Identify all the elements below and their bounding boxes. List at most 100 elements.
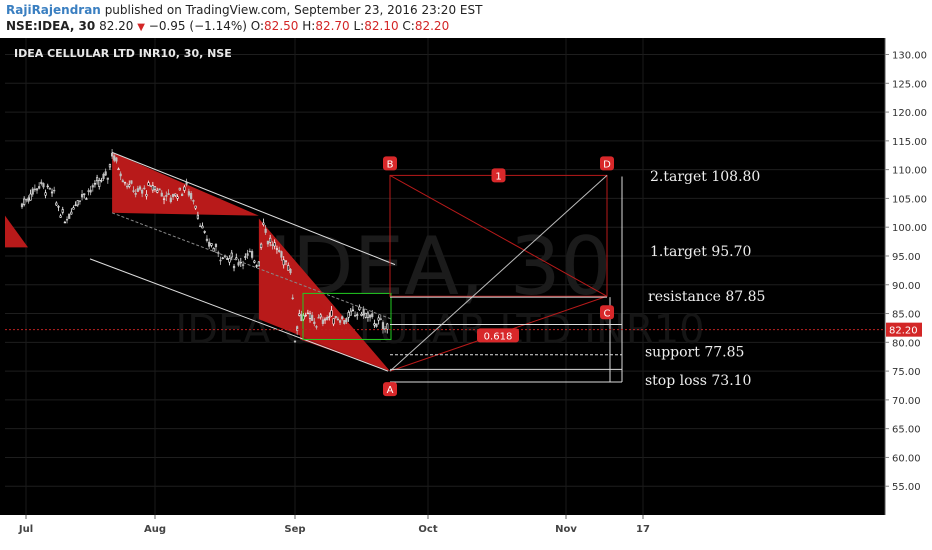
candle-body xyxy=(368,314,372,318)
candle-body xyxy=(326,316,329,321)
candle-body xyxy=(153,186,157,190)
candle-body xyxy=(55,202,58,206)
y-tick-label: 130.00 xyxy=(892,51,927,62)
candle-body xyxy=(214,243,218,248)
candle-body xyxy=(235,257,238,260)
point-a-bg xyxy=(383,382,397,397)
candle-body xyxy=(336,318,340,321)
y-tick-label: 100.00 xyxy=(892,223,927,234)
x-axis-panel xyxy=(0,515,932,550)
candle-body xyxy=(232,266,236,269)
x-tick-label: Jul xyxy=(18,524,33,535)
candle-body xyxy=(358,306,361,311)
candle-body xyxy=(298,313,301,316)
candle-body xyxy=(332,318,335,325)
candle-body xyxy=(201,225,204,229)
candle-body xyxy=(219,259,222,262)
price-chart[interactable]: IDEA, 30 IDEA CELLULAR LTD INR10 ABCD10.… xyxy=(0,38,932,550)
candle-body xyxy=(351,309,355,312)
ohlc-bar: NSE:IDEA, 30 82.20 ▼ −0.95 (−1.14%) O:82… xyxy=(6,19,449,33)
candle-body xyxy=(76,200,79,206)
candle-body xyxy=(253,260,256,263)
candle-body xyxy=(42,183,45,188)
candle-body xyxy=(260,243,263,248)
pattern-label-text: 1 xyxy=(495,171,501,182)
candle-body xyxy=(59,215,62,218)
candle-body xyxy=(282,259,285,266)
author-link[interactable]: RajiRajendran xyxy=(6,3,101,17)
candle-body xyxy=(287,265,290,271)
candle-body xyxy=(31,188,34,195)
candle-body xyxy=(205,238,209,241)
axes: 55.00 60.00 65.00 70.00 75.00 80.00 85.00 90.00… xyxy=(0,38,932,550)
high-value: 82.70 xyxy=(315,19,350,33)
pattern-label-bg xyxy=(491,168,506,183)
publish-info: RajiRajendran published on TradingView.c… xyxy=(6,3,482,17)
channel-fill-left xyxy=(5,215,28,248)
candle-body xyxy=(317,317,320,319)
candle-body xyxy=(275,248,279,250)
candle-body xyxy=(338,320,342,323)
candle-body xyxy=(377,317,380,321)
candle-body xyxy=(72,207,75,210)
candle-body xyxy=(343,320,346,324)
candle-body xyxy=(33,188,36,191)
candle-body xyxy=(196,214,200,219)
channel-lower-line xyxy=(89,258,389,372)
candle-body xyxy=(230,252,233,258)
candle-body xyxy=(366,312,370,318)
channel-upper-line xyxy=(111,151,396,266)
candle-body xyxy=(80,194,84,198)
x-tick-label: Oct xyxy=(418,524,437,535)
low-value: 82.10 xyxy=(364,19,399,33)
y-tick-label: 90.00 xyxy=(892,281,921,292)
y-tick-label: 65.00 xyxy=(892,425,921,436)
candle-body xyxy=(315,326,318,328)
candle-body xyxy=(102,173,105,180)
candle-body xyxy=(273,242,276,247)
candle-body xyxy=(284,260,288,263)
candle-body xyxy=(174,193,177,196)
candle-body xyxy=(180,193,184,197)
candle-body xyxy=(364,312,367,318)
price-change: −0.95 (−1.14%) xyxy=(148,19,247,33)
x-tick-label: Nov xyxy=(555,524,577,535)
candle-body xyxy=(151,185,154,191)
candle-body xyxy=(246,253,249,256)
candle-body xyxy=(53,189,56,192)
candle-body xyxy=(100,179,103,182)
candle-body xyxy=(381,322,385,330)
candle-body xyxy=(171,193,175,198)
candle-body xyxy=(158,188,161,191)
candle-body xyxy=(156,190,159,193)
candle-body xyxy=(83,193,86,195)
candle-body xyxy=(199,225,202,227)
candle-body xyxy=(360,313,363,316)
candle-body xyxy=(280,251,283,258)
candle-body xyxy=(110,152,114,157)
candle-body xyxy=(353,314,357,317)
open-label: O: xyxy=(250,19,265,33)
y-tick-label: 105.00 xyxy=(892,194,927,205)
candle-body xyxy=(278,249,281,252)
candle-body xyxy=(136,188,139,192)
channel-fill-lower xyxy=(258,218,390,372)
candle-body xyxy=(291,297,294,300)
candle-body xyxy=(262,222,265,225)
candle-body xyxy=(23,198,26,205)
candle-body xyxy=(386,323,389,330)
open-value: 82.50 xyxy=(264,19,299,33)
pattern-line-ad xyxy=(389,175,608,372)
candle-body xyxy=(313,321,316,324)
candle-body xyxy=(203,231,206,233)
candle-body xyxy=(91,185,94,188)
candle-body xyxy=(304,314,307,317)
candle-body xyxy=(379,318,382,320)
point-b-bg xyxy=(383,156,397,171)
candle-body xyxy=(141,189,144,194)
candle-body xyxy=(244,256,247,258)
fib-label-text: 0.618 xyxy=(484,331,513,342)
candle-body xyxy=(373,323,376,326)
pattern-line-bc xyxy=(389,174,608,297)
y-tick-label: 125.00 xyxy=(892,79,927,90)
